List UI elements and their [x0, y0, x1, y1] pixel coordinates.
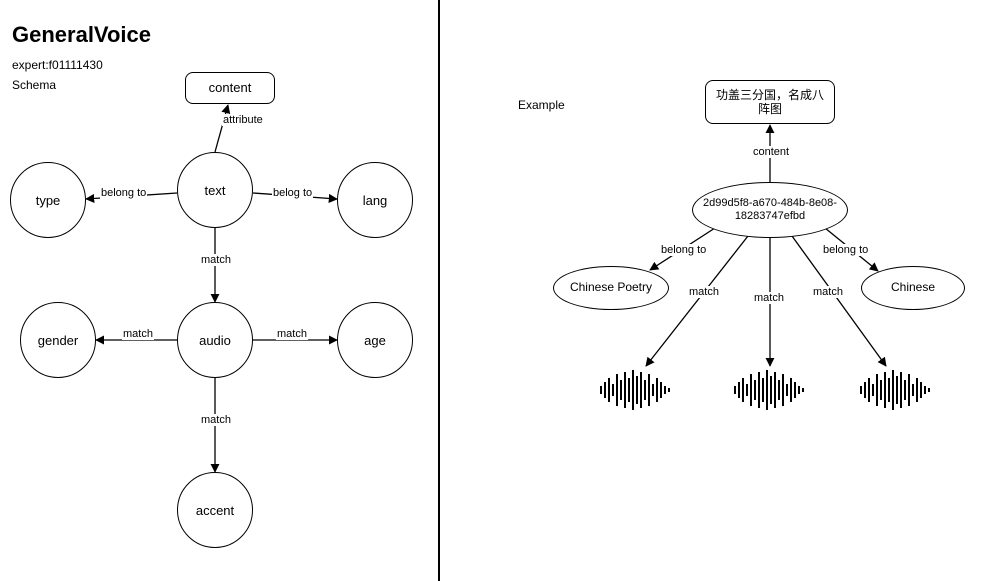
schema-node-age: age — [337, 302, 413, 378]
schema-node-accent: accent — [177, 472, 253, 548]
schema-node-gender: gender — [20, 302, 96, 378]
edge-label-ex-belong-type: belong to — [660, 244, 707, 256]
edge-label-ex-content: content — [752, 146, 790, 158]
edge-label-attribute: attribute — [222, 114, 264, 126]
vertical-divider — [438, 0, 440, 581]
example-section-label: Example — [518, 98, 565, 112]
edge-label-ex-belong-lang: belong to — [822, 244, 869, 256]
diagram-canvas: GeneralVoice expert:f01111430 Schema Exa… — [0, 0, 981, 581]
schema-section-label: Schema — [12, 78, 56, 92]
audio-wave-icon — [597, 368, 675, 417]
schema-node-type: type — [10, 162, 86, 238]
audio-wave-icon — [857, 368, 935, 417]
schema-node-lang: lang — [337, 162, 413, 238]
edge-label-ex-match1: match — [688, 286, 720, 298]
example-node-type: Chinese Poetry — [553, 266, 669, 310]
schema-node-audio: audio — [177, 302, 253, 378]
audio-wave-icon — [731, 368, 809, 417]
edge-label-match-gender: match — [122, 328, 154, 340]
edge-label-belong-type: belong to — [100, 187, 147, 199]
edge-label-match-accent: match — [200, 414, 232, 426]
schema-node-content: content — [185, 72, 275, 104]
example-node-uuid: 2d99d5f8-a670-484b-8e08-18283747efbd — [692, 182, 848, 238]
expert-id-label: expert:f01111430 — [12, 58, 103, 72]
edge-text-content — [215, 105, 228, 152]
edge-label-ex-match3: match — [812, 286, 844, 298]
edge-label-belog-lang: belog to — [272, 187, 313, 199]
edge-label-ex-match2: match — [753, 292, 785, 304]
example-node-lang: Chinese — [861, 266, 965, 310]
edge-label-match-audio: match — [200, 254, 232, 266]
schema-node-text: text — [177, 152, 253, 228]
edge-label-match-age: match — [276, 328, 308, 340]
example-node-content-text: 功盖三分国，名成八阵图 — [705, 80, 835, 124]
page-title: GeneralVoice — [12, 22, 151, 48]
